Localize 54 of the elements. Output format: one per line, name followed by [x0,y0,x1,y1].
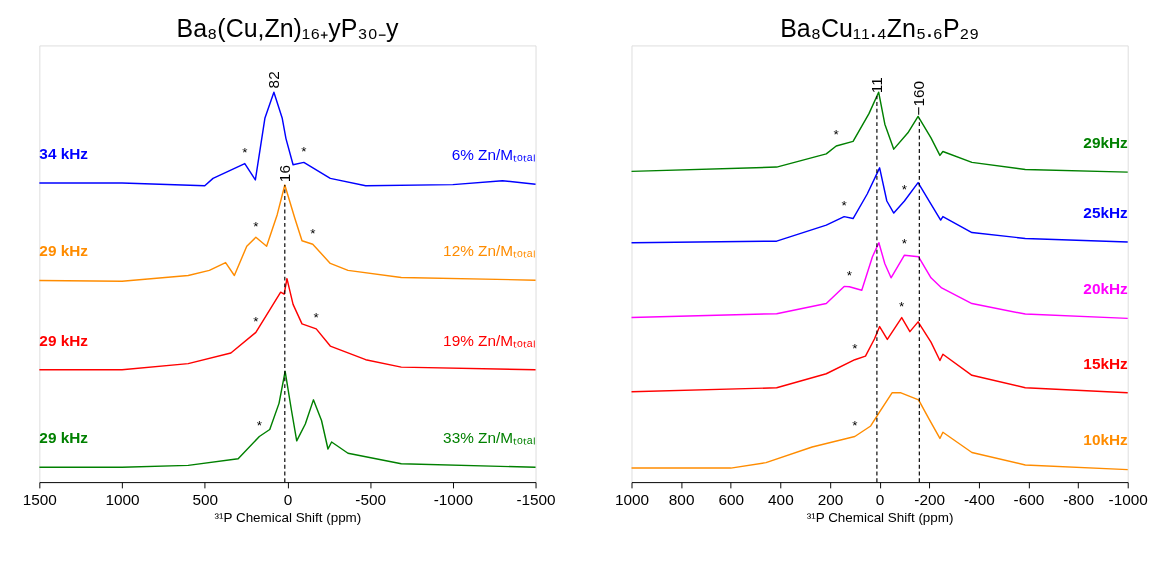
x-tick-label: -200 [914,490,946,508]
x-tick-label: -1500 [516,490,556,508]
series-label: 15kHz [1083,354,1129,372]
annotation: * [256,417,263,433]
x-axis-title: ³¹P Chemical Shift (ppm) [806,509,954,525]
annotation: * [901,182,908,198]
annotation: * [841,197,848,213]
series-label: 34 kHz [39,144,89,162]
annotation: * [242,144,249,160]
x-tick-label: -1000 [1108,490,1148,508]
ref-line-label: 11 [867,77,885,94]
x-tick-label: 400 [768,490,794,508]
x-tick-label: 600 [718,490,745,508]
annotation: * [846,268,853,284]
x-tick-label: 200 [817,490,844,508]
annotation: 19% Zn/Mₜₒₜₐₗ [443,331,536,349]
chart-title: Ba₈(Cu,Zn)₁₆₊yP₃₀₋y [176,13,399,42]
x-tick-label: 0 [283,490,293,508]
ref-line-label: 16 [275,165,293,183]
series-label: 10kHz [1083,431,1129,449]
annotation: * [833,127,840,143]
annotation: * [310,225,317,241]
x-tick-label: -1000 [433,490,473,508]
annotation: * [301,143,308,159]
series-label: 29 kHz [39,331,89,349]
series-label: 29 kHz [39,242,89,260]
chart-title: Ba₈Cu₁₁.₄Zn₅.₆P₂₉ [780,13,980,42]
annotation: * [852,417,859,433]
annotation: * [313,310,320,326]
x-tick-label: 1000 [105,490,140,508]
x-tick-label: 500 [192,490,219,508]
annotation: * [253,313,260,329]
x-tick-label: 1000 [614,490,650,508]
annotation: * [899,298,906,314]
annotation: 6% Zn/Mₜₒₜₐₗ [451,145,536,163]
series-label: 29kHz [1083,133,1129,151]
x-tick-label: -600 [1013,490,1045,508]
annotation: * [901,236,908,252]
x-tick-label: 800 [668,490,695,508]
x-tick-label: 0 [875,490,885,508]
series-label: 25kHz [1083,203,1129,221]
annotation: 33% Zn/Mₜₒₜₐₗ [443,428,536,446]
annotation: 12% Zn/Mₜₒₜₐₗ [443,241,536,259]
x-tick-label: -500 [355,490,386,508]
annotation: * [253,218,260,234]
x-tick-label: -400 [963,490,995,508]
x-tick-label: 1500 [22,490,57,508]
x-axis-title: ³¹P Chemical Shift (ppm) [214,509,362,525]
series-label: 20kHz [1083,280,1129,298]
annotation: 82 [264,71,282,89]
annotation: * [852,340,859,356]
series-label: 29 kHz [39,428,89,446]
x-tick-label: -800 [1063,490,1094,508]
ref-line-label: −160 [910,81,928,116]
